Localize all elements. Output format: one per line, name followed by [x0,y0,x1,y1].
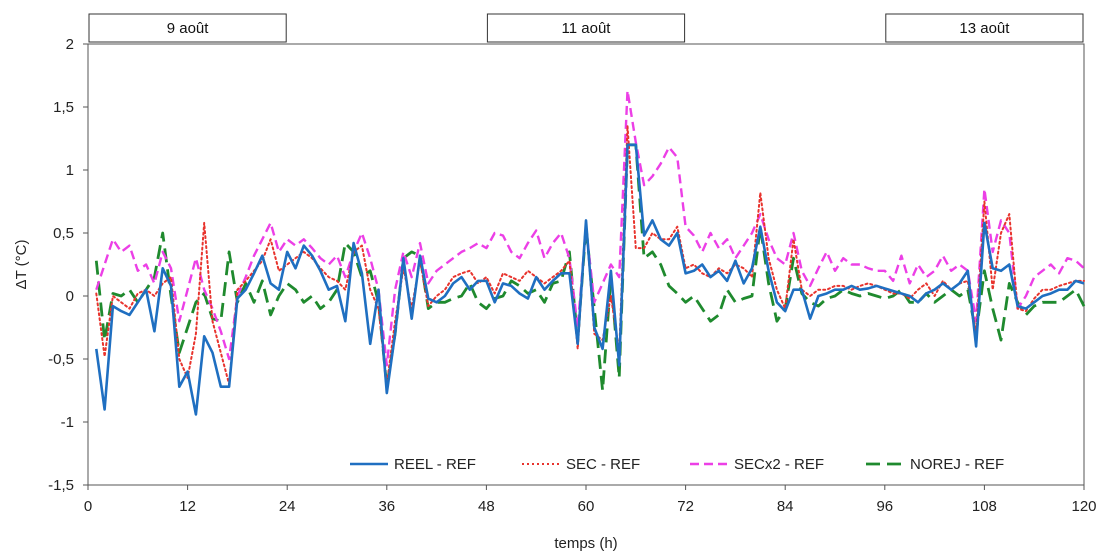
y-axis-title: ΔT (°C) [13,240,30,290]
y-tick-label: 2 [66,36,74,53]
y-tick-label: -0,5 [48,351,74,368]
day-marker-box [885,13,1084,43]
legend-label: REEL - REF [394,456,476,473]
series-line-norej-ref [94,143,1086,392]
plot-frame [87,43,1085,486]
day-marker-box [88,13,287,43]
day-marker-label: 9 août [167,20,210,37]
y-axis: -1,5 -1 -0,5 0 0,5 1 1,5 2 [48,36,88,494]
x-tick-label: 0 [84,498,92,515]
x-axis-title: temps (h) [554,535,617,552]
series-line-reel-ref [95,143,1085,416]
day-marker-box [486,13,686,43]
x-tick-label: 108 [972,498,997,515]
x-tick-label: 60 [578,498,595,515]
x-tick-label: 72 [677,498,694,515]
series-line-secx2-ref [95,89,1085,367]
y-tick-label: -1 [61,414,74,431]
legend-label: NOREJ - REF [910,456,1004,473]
x-tick-label: 84 [777,498,794,515]
x-tick-label: 24 [279,498,296,515]
x-tick-label: 96 [876,498,893,515]
legend-label: SEC - REF [566,456,640,473]
series-line-sec-ref [95,124,1085,386]
y-tick-label: 0 [66,288,74,305]
y-tick-label: -1,5 [48,477,74,494]
x-tick-label: 120 [1071,498,1096,515]
series-layer [94,89,1086,416]
y-tick-label: 0,5 [53,225,74,242]
x-tick-label: 12 [179,498,196,515]
x-tick-label: 48 [478,498,495,515]
day-marker-label: 11 août [562,20,612,37]
day-markers: 9 août 11 août 13 août [88,13,1084,43]
y-tick-label: 1 [66,162,74,179]
y-tick-label: 1,5 [53,99,74,116]
legend-label: SECx2 - REF [734,456,824,473]
x-tick-label: 36 [378,498,395,515]
legend: REEL - REF SEC - REF SECx2 - REF NOREJ - RE… [350,456,1004,473]
x-axis: 0 12 24 36 48 60 72 84 96 108 120 [84,485,1097,515]
day-marker-label: 13 août [959,20,1010,37]
